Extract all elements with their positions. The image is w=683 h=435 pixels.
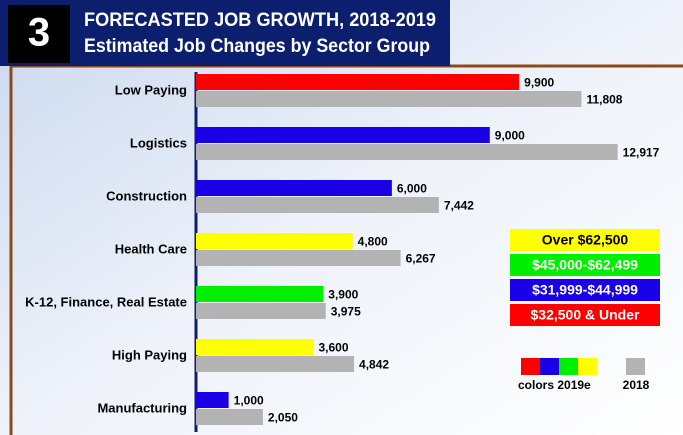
bar <box>196 339 314 355</box>
band-label: Over $62,500 <box>542 232 629 248</box>
value-label: 4,800 <box>358 235 388 249</box>
category-label: Health Care <box>115 241 187 256</box>
value-label: 1,000 <box>234 394 264 408</box>
bar <box>196 144 618 160</box>
category-label: Construction <box>106 188 187 203</box>
band-box <box>510 229 660 251</box>
badge-box <box>8 5 70 63</box>
value-label: 3,600 <box>319 341 349 355</box>
category-label: Logistics <box>130 135 187 150</box>
value-label: 7,442 <box>444 199 474 213</box>
value-label: 11,808 <box>586 93 622 107</box>
bar <box>196 74 520 90</box>
bar <box>196 197 439 213</box>
value-label: 6,267 <box>406 252 436 266</box>
band-box <box>510 279 660 301</box>
bar <box>196 409 263 425</box>
value-label: 3,975 <box>331 305 361 319</box>
bar <box>196 250 401 266</box>
chart-subtitle: Estimated Job Changes by Sector Group <box>84 36 430 57</box>
band-label: $31,999-$44,999 <box>532 282 638 298</box>
band-label: $32,500 & Under <box>531 307 640 323</box>
category-label: High Paying <box>112 347 187 362</box>
band-label: $45,000-$62,499 <box>532 257 638 273</box>
bar <box>196 91 582 107</box>
legend-swatch <box>521 358 540 375</box>
legend-label: 2018 <box>623 378 650 392</box>
legend-swatch <box>578 358 597 375</box>
category-label: Manufacturing <box>97 400 187 415</box>
bar <box>196 303 326 319</box>
value-label: 2,050 <box>268 411 298 425</box>
band-box <box>510 304 660 326</box>
bar <box>196 286 324 302</box>
bar <box>196 356 355 372</box>
bar <box>196 127 490 143</box>
chart-title: FORECASTED JOB GROWTH, 2018-2019 <box>84 10 436 31</box>
bar <box>196 180 392 196</box>
badge: 3 <box>28 11 50 55</box>
value-label: 4,842 <box>359 358 389 372</box>
legend-swatch <box>559 358 578 375</box>
value-label: 9,900 <box>524 76 554 90</box>
legend-swatch <box>540 358 559 375</box>
value-label: 9,000 <box>495 129 525 143</box>
legend-swatch <box>626 358 645 375</box>
value-label: 3,900 <box>328 288 358 302</box>
value-label: 12,917 <box>623 146 660 160</box>
bar <box>196 392 229 408</box>
value-label: 6,000 <box>397 182 427 196</box>
bar <box>196 233 353 249</box>
legend-label: colors 2019e <box>518 378 591 392</box>
category-label: Low Paying <box>115 82 187 97</box>
band-box <box>510 254 660 276</box>
category-label: K-12, Finance, Real Estate <box>25 294 187 309</box>
title-box <box>0 0 450 66</box>
